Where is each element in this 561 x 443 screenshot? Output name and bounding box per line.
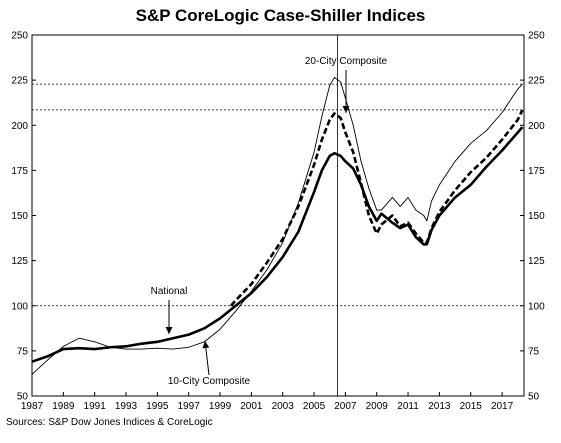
y-tick-label-left-0: 50: [17, 392, 29, 403]
y-tick-label-right-3: 125: [528, 256, 545, 267]
series-line-10-city-composite: [31, 76, 523, 375]
x-tick-label-14: 2015: [460, 401, 483, 412]
y-tick-label-right-6: 200: [528, 121, 545, 132]
x-tick-label-3: 1993: [115, 401, 138, 412]
x-tick-label-11: 2009: [366, 401, 389, 412]
y-tick-label-right-4: 150: [528, 211, 545, 222]
annotation-arrow-head-2: [202, 341, 210, 349]
x-tick-label-6: 1999: [209, 401, 232, 412]
y-tick-label-right-5: 175: [528, 166, 545, 177]
x-tick-label-5: 1997: [178, 401, 201, 412]
x-tick-label-13: 2013: [428, 401, 451, 412]
y-tick-label-left-2: 100: [11, 301, 28, 312]
annotation-arrow-head-0: [342, 106, 350, 113]
x-tick-label-0: 1987: [21, 401, 44, 412]
x-tick-label-2: 1991: [84, 401, 107, 412]
y-tick-label-right-7: 225: [528, 76, 545, 87]
x-tick-label-1: 1989: [52, 401, 75, 412]
y-tick-label-left-1: 75: [17, 346, 29, 357]
series-line-national: [31, 126, 524, 363]
y-tick-label-right-1: 75: [528, 346, 540, 357]
annotation-arrow-head-1: [165, 327, 173, 334]
chart-title: S&P CoreLogic Case-Shiller Indices: [135, 6, 426, 25]
x-tick-label-10: 2007: [334, 401, 357, 412]
x-tick-label-9: 2005: [303, 401, 326, 412]
plot-frame: [31, 34, 525, 397]
x-tick-label-7: 2001: [240, 401, 263, 412]
y-tick-label-left-8: 250: [11, 31, 28, 42]
y-tick-label-left-7: 225: [11, 76, 28, 87]
x-tick-label-8: 2003: [272, 401, 295, 412]
annotation-label-2: 10-City Composite: [168, 376, 251, 387]
annotation-label-0: 20-City Composite: [305, 56, 388, 67]
y-tick-label-left-6: 200: [11, 121, 28, 132]
source-note: Sources: S&P Dow Jones Indices & CoreLog…: [6, 417, 213, 428]
y-tick-label-right-8: 250: [528, 31, 545, 42]
series-line-20-city-composite: [230, 109, 524, 307]
y-tick-label-right-2: 100: [528, 301, 545, 312]
y-tick-label-left-3: 125: [11, 256, 28, 267]
x-tick-label-15: 2017: [491, 401, 514, 412]
y-tick-label-left-4: 150: [11, 211, 28, 222]
y-tick-label-right-0: 50: [528, 392, 540, 403]
annotation-label-1: National: [151, 286, 188, 297]
y-tick-label-left-5: 175: [11, 166, 28, 177]
x-tick-label-4: 1995: [146, 401, 169, 412]
x-tick-label-12: 2011: [397, 401, 419, 412]
